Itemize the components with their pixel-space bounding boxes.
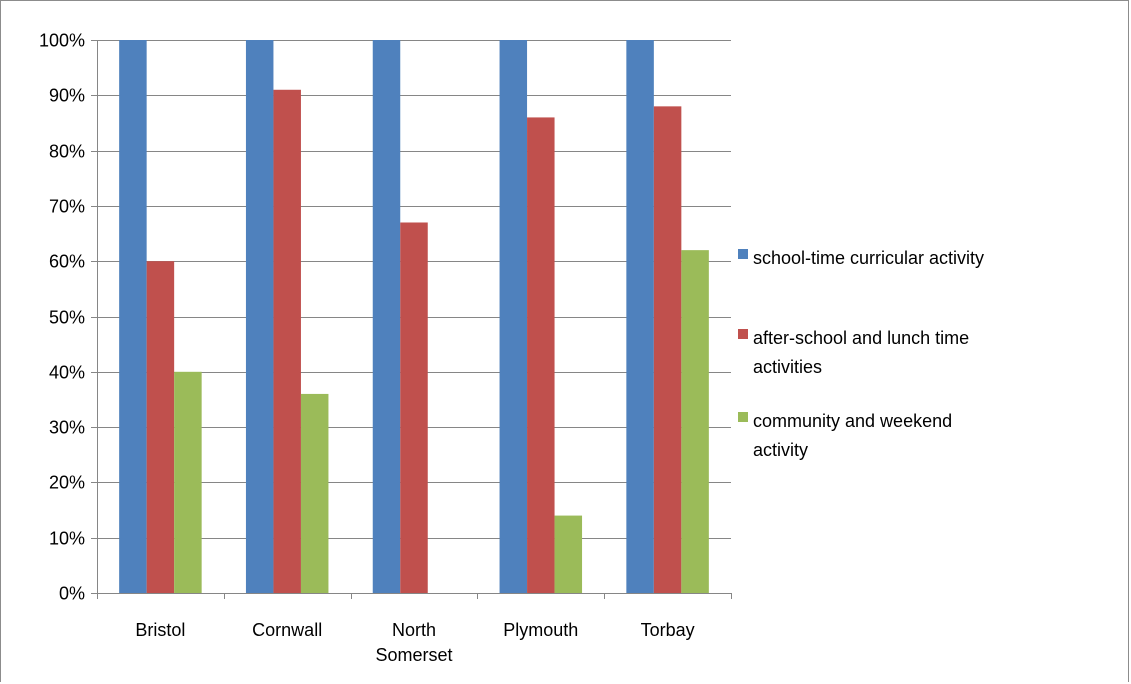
x-tick-label: Torbay [641,620,695,640]
x-tick-label: Plymouth [503,620,578,640]
bar [527,117,555,594]
y-tick-label: 30% [49,418,85,438]
legend-swatch [738,412,748,422]
bar [681,250,709,593]
y-tick-labels: 0% 10% 20% 30% 40% 50% 60% 70% 80% 90% 100% [39,31,85,604]
axes [91,40,732,599]
bar [400,222,428,594]
legend-swatch [738,329,748,339]
bar [119,40,147,593]
y-tick-label: 60% [49,252,85,272]
bar [626,40,654,593]
y-tick-label: 70% [49,197,85,217]
bar [499,40,528,593]
bar [300,393,329,593]
bar [174,371,202,593]
y-tick-label: 0% [59,584,85,604]
y-tick-label: 50% [49,308,85,328]
y-tick-label: 80% [49,142,85,162]
bar [372,40,401,593]
bar [146,261,175,593]
legend-label: community and weekend [753,411,952,431]
legend-label: activities [753,357,822,377]
y-tick-label: 40% [49,363,85,383]
bars [119,40,709,594]
bar [245,40,274,593]
bar [273,89,301,594]
legend-label: activity [753,440,808,460]
x-tick-labels: Bristol Cornwall North Somerset Plymouth Torb… [135,620,694,665]
legend: school-time curricular activity after-sch… [738,248,984,460]
y-tick-label: 10% [49,529,85,549]
y-tick-label: 90% [49,86,85,106]
bar [653,106,682,594]
x-tick-label: North [392,620,436,640]
x-tick-label: Somerset [375,645,452,665]
bar [554,515,583,593]
x-tick-label: Cornwall [252,620,322,640]
legend-label: school-time curricular activity [753,248,984,268]
y-tick-label: 20% [49,473,85,493]
x-tick-label: Bristol [135,620,185,640]
legend-swatch [738,249,748,259]
y-tick-label: 100% [39,31,85,51]
legend-label: after-school and lunch time [753,328,969,348]
